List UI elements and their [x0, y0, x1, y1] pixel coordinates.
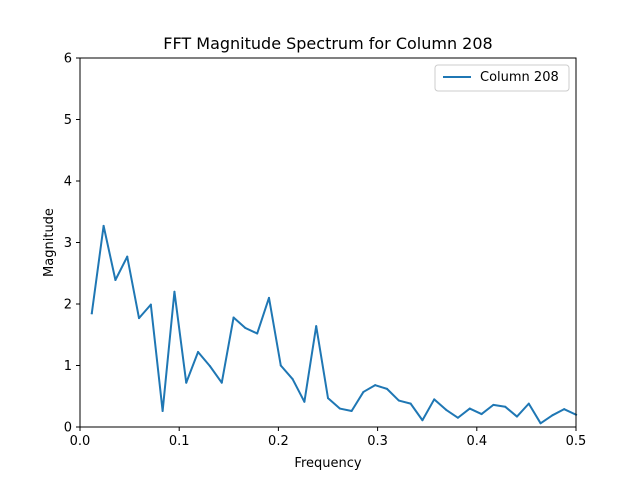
data-point: [232, 316, 235, 319]
data-point: [279, 364, 282, 367]
data-point: [126, 255, 129, 258]
data-point: [386, 387, 389, 390]
data-point: [114, 279, 117, 282]
data-point: [256, 332, 259, 335]
data-point: [138, 317, 141, 320]
data-point: [480, 413, 483, 416]
y-axis-label: Magnitude: [42, 208, 57, 277]
y-tick-label: 6: [64, 52, 72, 67]
x-tick-label: 0.3: [367, 434, 388, 449]
data-point: [208, 365, 211, 368]
y-tick-label: 5: [64, 113, 72, 128]
data-point: [220, 381, 223, 384]
data-point: [374, 384, 377, 387]
data-point: [539, 422, 542, 425]
data-point: [445, 408, 448, 411]
data-point: [515, 415, 518, 418]
x-tick-label: 0.1: [169, 434, 190, 449]
data-point: [90, 312, 93, 315]
data-point: [456, 416, 459, 419]
x-tick-label: 0.5: [566, 434, 587, 449]
data-point: [397, 399, 400, 402]
data-point: [303, 400, 306, 403]
x-tick-label: 0.0: [70, 434, 91, 449]
y-tick-label: 4: [64, 175, 72, 190]
y-tick-label: 1: [64, 359, 72, 374]
data-point: [173, 290, 176, 293]
x-tick-label: 0.2: [268, 434, 289, 449]
data-point: [362, 390, 365, 393]
x-axis-ticks: 0.0 0.1 0.2 0.3 0.4 0.5: [70, 427, 587, 449]
y-axis-ticks: 0 1 2 3 4 5 6: [64, 52, 80, 436]
legend-box: [434, 64, 570, 92]
data-point: [350, 410, 353, 413]
series-layer: [90, 224, 578, 425]
data-point: [409, 402, 412, 405]
data-point: [185, 381, 188, 384]
data-point: [267, 296, 270, 299]
data-point: [338, 407, 341, 410]
data-point: [315, 325, 318, 328]
plot-frame: [79, 57, 577, 428]
data-point: [433, 398, 436, 401]
x-tick-label: 0.4: [466, 434, 487, 449]
y-tick-label: 2: [64, 298, 72, 313]
data-point: [244, 326, 247, 329]
y-tick-label: 0: [64, 421, 72, 436]
data-point: [527, 402, 530, 405]
data-point: [504, 405, 507, 408]
legend-label: Column 208: [480, 70, 559, 85]
data-point: [161, 410, 164, 413]
y-tick-label: 3: [64, 236, 72, 251]
data-point: [563, 408, 566, 411]
data-point: [102, 224, 105, 227]
data-point: [291, 378, 294, 381]
data-point: [551, 414, 554, 417]
x-axis-label: Frequency: [294, 456, 361, 471]
data-point: [197, 350, 200, 353]
data-point: [149, 303, 152, 306]
data-point: [492, 403, 495, 406]
data-point: [421, 419, 424, 422]
series-line-0: [90, 224, 578, 425]
data-point: [327, 397, 329, 400]
data-point: [468, 407, 471, 410]
chart-title: FFT Magnitude Spectrum for Column 208: [163, 34, 492, 53]
legend: Column 208: [434, 64, 570, 92]
